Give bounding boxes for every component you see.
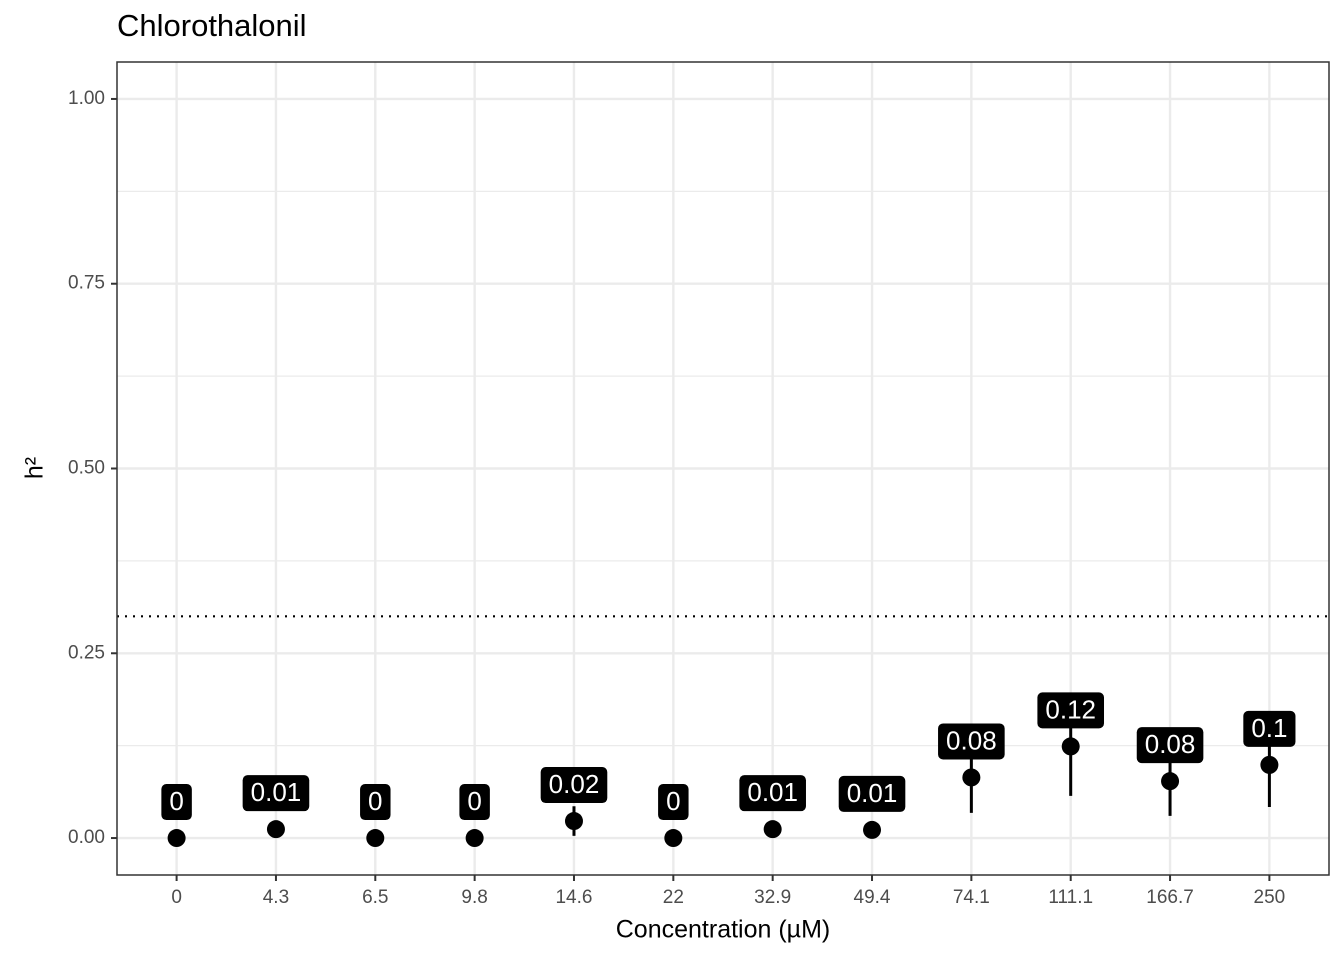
value-label-text: 0.1 xyxy=(1251,713,1287,743)
value-label-text: 0 xyxy=(169,786,183,816)
point xyxy=(1161,772,1180,791)
value-label-text: 0 xyxy=(666,786,680,816)
point xyxy=(1260,755,1279,774)
y-tick-label: 0.25 xyxy=(68,642,105,663)
value-label-box xyxy=(360,784,391,821)
value-label-text: 0 xyxy=(467,786,481,816)
value-label-box xyxy=(540,767,608,804)
x-tick-label: 49.4 xyxy=(854,887,891,908)
point xyxy=(1061,737,1080,756)
value-label-text: 0.01 xyxy=(747,777,798,807)
x-tick-label: 14.6 xyxy=(555,887,592,908)
value-label-box xyxy=(1136,727,1204,764)
value-label: 0.08 xyxy=(1136,727,1204,764)
value-label: 0.01 xyxy=(242,775,310,812)
value-label: 0.01 xyxy=(739,775,806,812)
value-label-box xyxy=(739,775,806,812)
y-tick-label: 0.00 xyxy=(68,827,105,848)
x-tick-label: 166.7 xyxy=(1146,887,1194,908)
value-label-box xyxy=(161,784,192,821)
value-label-text: 0.01 xyxy=(847,778,898,808)
point xyxy=(664,829,683,848)
x-tick-label: 250 xyxy=(1254,887,1286,908)
value-label-box xyxy=(938,723,1005,760)
y-tick-label: 1.00 xyxy=(68,88,105,109)
value-label-box xyxy=(1037,692,1105,729)
x-tick-label: 4.3 xyxy=(263,887,289,908)
point xyxy=(465,829,484,848)
value-label-text: 0.08 xyxy=(1145,729,1196,759)
value-label: 0.12 xyxy=(1037,692,1105,729)
value-label: 0.02 xyxy=(540,767,608,804)
point xyxy=(167,829,186,848)
y-tick-label: 0.75 xyxy=(68,273,105,294)
value-label-text: 0.08 xyxy=(946,725,997,755)
y-tick-label: 0.50 xyxy=(68,458,105,479)
point xyxy=(564,812,583,831)
value-label-text: 0.01 xyxy=(251,777,302,807)
point xyxy=(266,820,285,839)
value-label-box xyxy=(242,775,310,812)
value-label-text: 0 xyxy=(368,786,382,816)
x-tick-label: 22 xyxy=(663,887,684,908)
value-label: 0 xyxy=(360,784,391,821)
plot-border xyxy=(116,61,1330,876)
value-label-box xyxy=(459,784,490,821)
x-tick-label: 111.1 xyxy=(1048,887,1093,908)
value-label: 0.08 xyxy=(938,723,1005,760)
chart-title: Chlorothalonil xyxy=(117,8,307,43)
value-label: 0.1 xyxy=(1243,710,1296,747)
value-label-box xyxy=(658,784,689,821)
x-tick-label: 0 xyxy=(171,887,182,908)
value-label: 0.01 xyxy=(838,775,906,812)
x-tick-label: 6.5 xyxy=(362,887,388,908)
value-label-text: 0.02 xyxy=(549,769,600,799)
x-tick-label: 9.8 xyxy=(461,887,487,908)
point xyxy=(366,829,385,848)
value-label-box xyxy=(838,775,906,812)
value-label-box xyxy=(1243,710,1296,747)
point xyxy=(962,768,981,787)
x-tick-label: 74.1 xyxy=(953,887,990,908)
point xyxy=(863,820,882,839)
y-axis-title: h² xyxy=(21,457,49,479)
x-tick-label: 32.9 xyxy=(754,887,791,908)
x-axis-title: Concentration (µM) xyxy=(616,916,830,944)
point xyxy=(763,820,782,839)
value-label-text: 0.12 xyxy=(1045,694,1096,724)
value-label: 0 xyxy=(658,784,689,821)
value-label: 0 xyxy=(161,784,192,821)
value-label: 0 xyxy=(459,784,490,821)
